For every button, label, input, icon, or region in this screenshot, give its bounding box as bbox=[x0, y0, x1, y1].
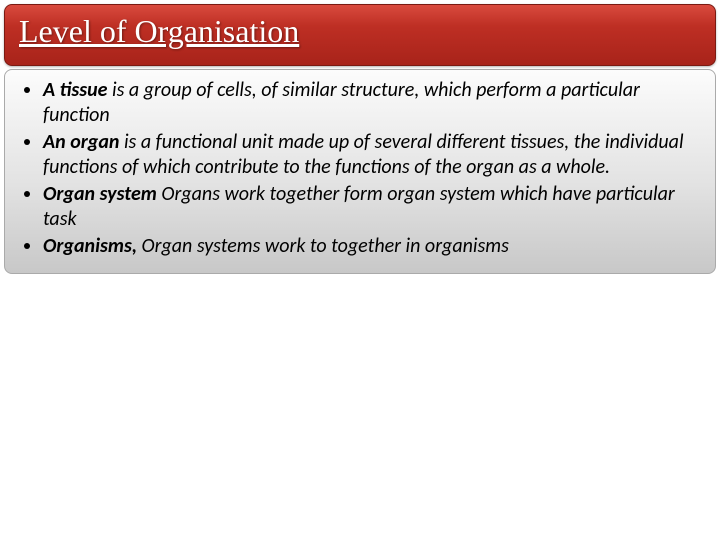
bullet-term: An organ bbox=[43, 130, 119, 154]
bullet-term: Organisms, bbox=[43, 234, 137, 258]
slide-title: Level of Organisation bbox=[5, 5, 715, 50]
slide: Level of Organisation A tissue is a grou… bbox=[0, 0, 720, 540]
list-item: Organisms, Organ systems work to togethe… bbox=[43, 234, 701, 261]
bullet-text: is a group of cells, of similar structur… bbox=[43, 78, 640, 127]
title-bar: Level of Organisation bbox=[4, 4, 716, 66]
bullet-text: Organ systems work to together in organi… bbox=[137, 234, 509, 258]
list-item: A tissue is a group of cells, of similar… bbox=[43, 78, 701, 130]
bullet-list: A tissue is a group of cells, of similar… bbox=[15, 78, 705, 261]
bullet-text: is a functional unit made up of several … bbox=[43, 130, 684, 179]
list-item: An organ is a functional unit made up of… bbox=[43, 130, 701, 182]
list-item: Organ system Organs work together form o… bbox=[43, 182, 701, 234]
body-panel: A tissue is a group of cells, of similar… bbox=[4, 69, 716, 274]
bullet-term: A tissue bbox=[43, 78, 107, 102]
bullet-term: Organ system bbox=[43, 182, 157, 206]
